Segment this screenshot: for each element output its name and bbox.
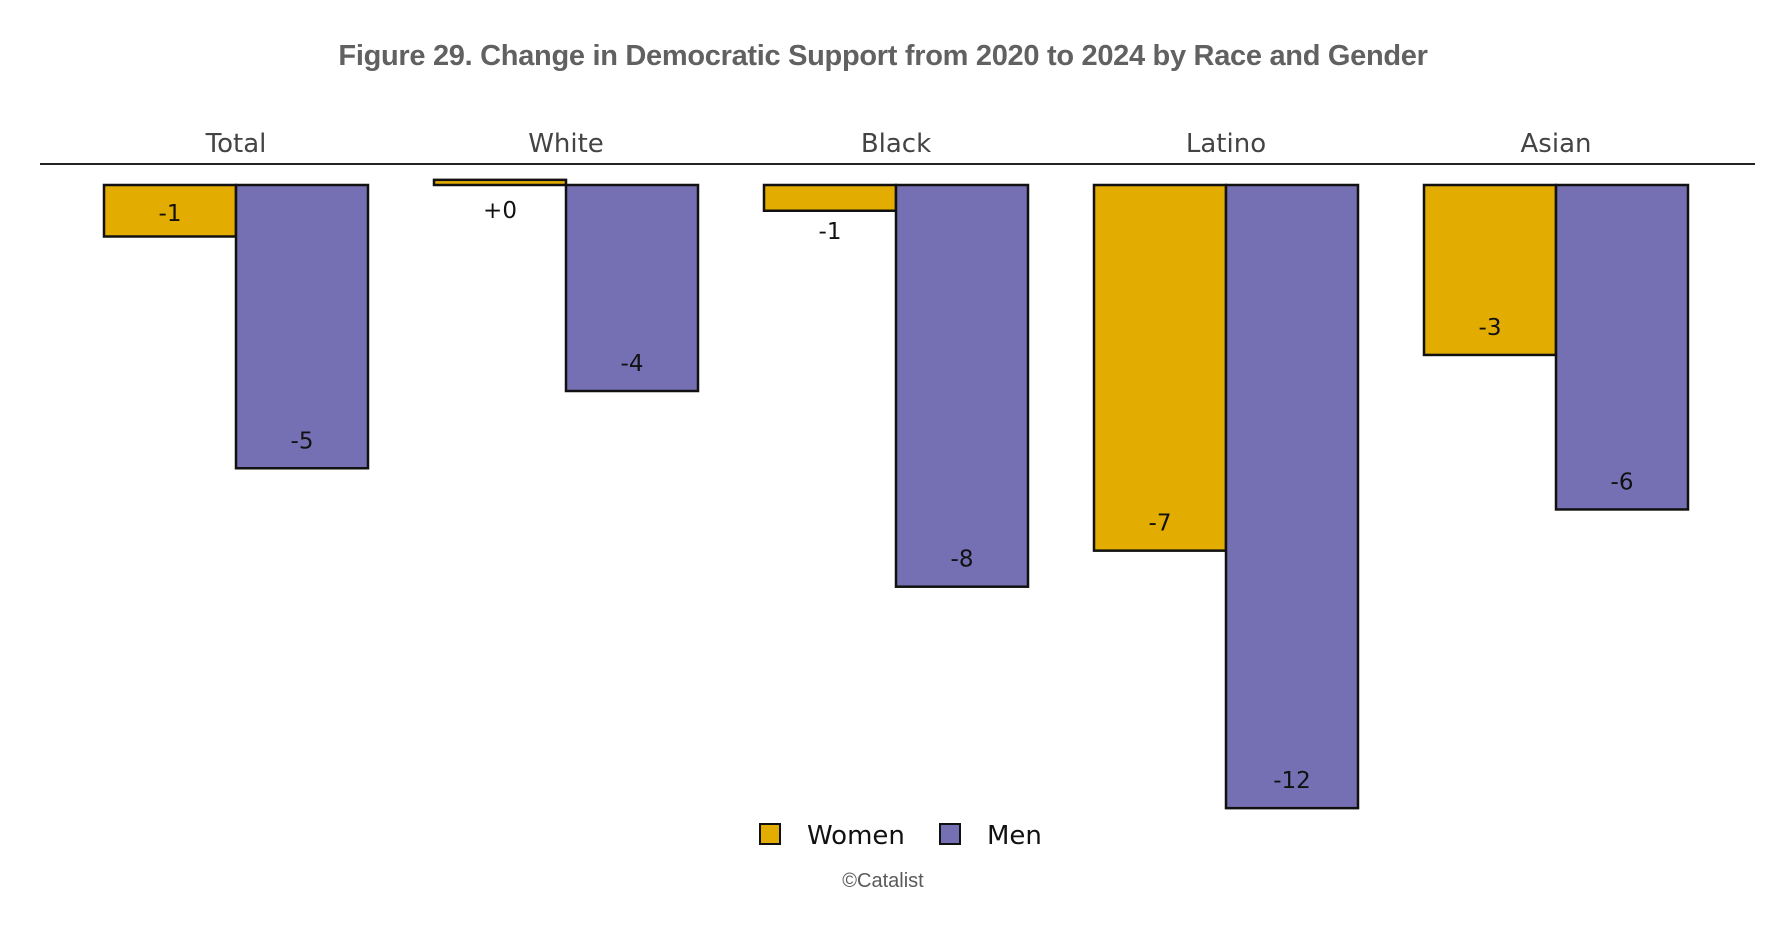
- value-label-women-asian: -3: [1479, 315, 1502, 341]
- legend-label-men: Men: [987, 821, 1042, 851]
- bars: [102, 178, 1690, 810]
- value-label-women-total: -1: [159, 201, 182, 227]
- bar-men-latino: [1224, 183, 1360, 810]
- bar-women-total: [102, 183, 238, 238]
- bar-women-white: [432, 178, 568, 187]
- bar-women-latino: [1092, 183, 1228, 552]
- facet-label-total: Total: [205, 129, 267, 159]
- bar-men-total: [234, 183, 370, 470]
- facet-labels: Total White Black Latino Asian: [205, 129, 1592, 159]
- value-label-women-black: -1: [819, 219, 842, 245]
- legend-swatch-women: [759, 823, 781, 845]
- value-label-women-latino: -7: [1149, 511, 1172, 537]
- legend-swatch-men: [939, 823, 961, 845]
- value-labels: -1 -5 +0 -4 -1 -8 -7 -12 -3 -6: [159, 198, 1634, 794]
- bar-men-black: [894, 183, 1030, 588]
- bar-men-white: [564, 183, 700, 393]
- legend: Women Men: [759, 821, 1042, 851]
- facet-label-asian: Asian: [1521, 129, 1592, 159]
- facet-label-black: Black: [861, 129, 931, 159]
- value-label-women-white: +0: [483, 198, 517, 224]
- bar-women-black: [762, 183, 898, 212]
- value-label-men-latino: -12: [1273, 768, 1311, 794]
- legend-label-women: Women: [807, 821, 905, 851]
- bar-women-asian: [1422, 183, 1558, 357]
- copyright-text: ©Catalist: [842, 870, 924, 892]
- value-label-men-black: -8: [951, 547, 974, 573]
- value-label-men-white: -4: [621, 351, 644, 377]
- value-label-men-asian: -6: [1611, 469, 1634, 495]
- value-label-men-total: -5: [291, 428, 314, 454]
- facet-label-white: White: [528, 129, 604, 159]
- facet-label-latino: Latino: [1186, 129, 1266, 159]
- bar-men-asian: [1554, 183, 1690, 511]
- chart-title: Figure 29. Change in Democratic Support …: [338, 40, 1428, 72]
